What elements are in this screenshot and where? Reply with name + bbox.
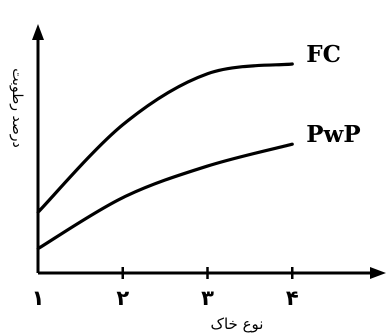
x-axis-arrow (370, 267, 386, 279)
series-label-fc: FC (306, 41, 341, 68)
series-curves (36, 62, 294, 251)
x-tick-label-4: ۴ (286, 286, 299, 310)
x-axis-label: نوع خاک (211, 315, 264, 333)
series-labels: FC PwP (306, 41, 360, 148)
x-tick-label-2: ۲ (116, 286, 129, 310)
series-line-fc (36, 62, 294, 214)
x-tick-label-1: ۱ (32, 286, 45, 310)
series-line-pwp (36, 142, 294, 251)
x-ticks: ۱ ۲ ۳ ۴ (32, 267, 299, 310)
x-tick-label-3: ۳ (201, 286, 214, 310)
y-axis-arrow (32, 24, 44, 40)
series-label-pwp: PwP (306, 121, 360, 148)
y-axis-label: درصد رطوبت (9, 68, 25, 147)
